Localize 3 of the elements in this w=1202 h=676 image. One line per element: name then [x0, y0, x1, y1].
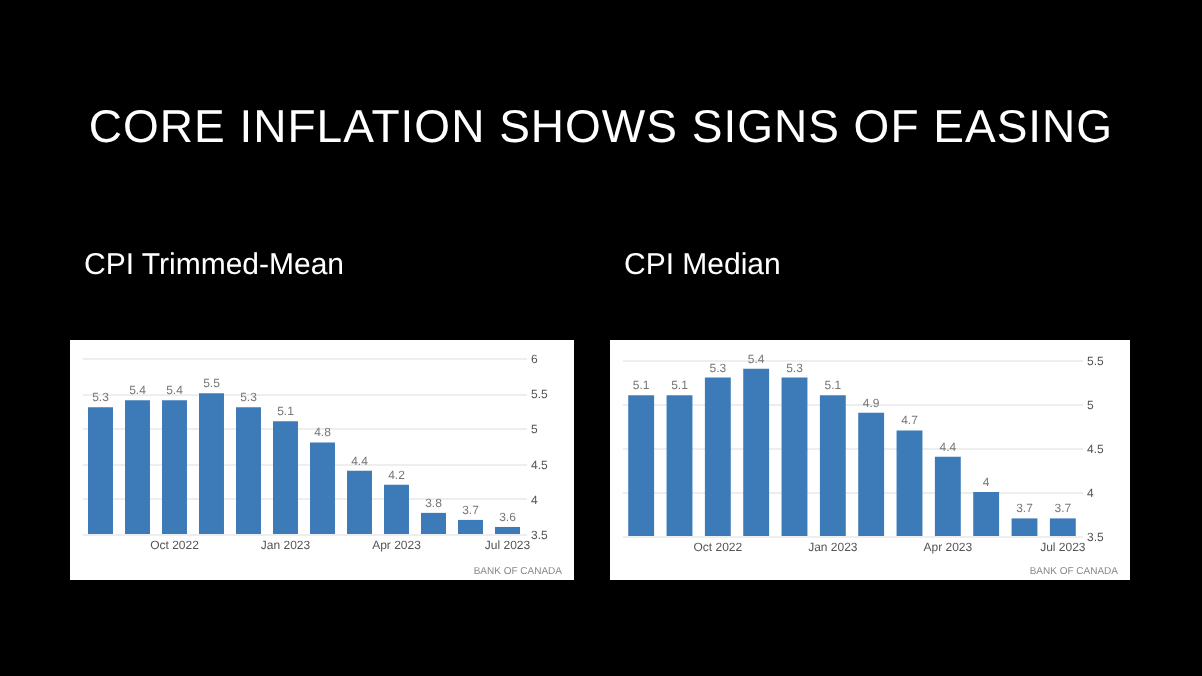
text: CORE INFLATION SHOWS SIGNS OF EASING: [86, 100, 1116, 154]
chart-title: CPI Median: [624, 248, 781, 282]
chart-title: CPI Trimmed-Mean: [84, 248, 345, 282]
